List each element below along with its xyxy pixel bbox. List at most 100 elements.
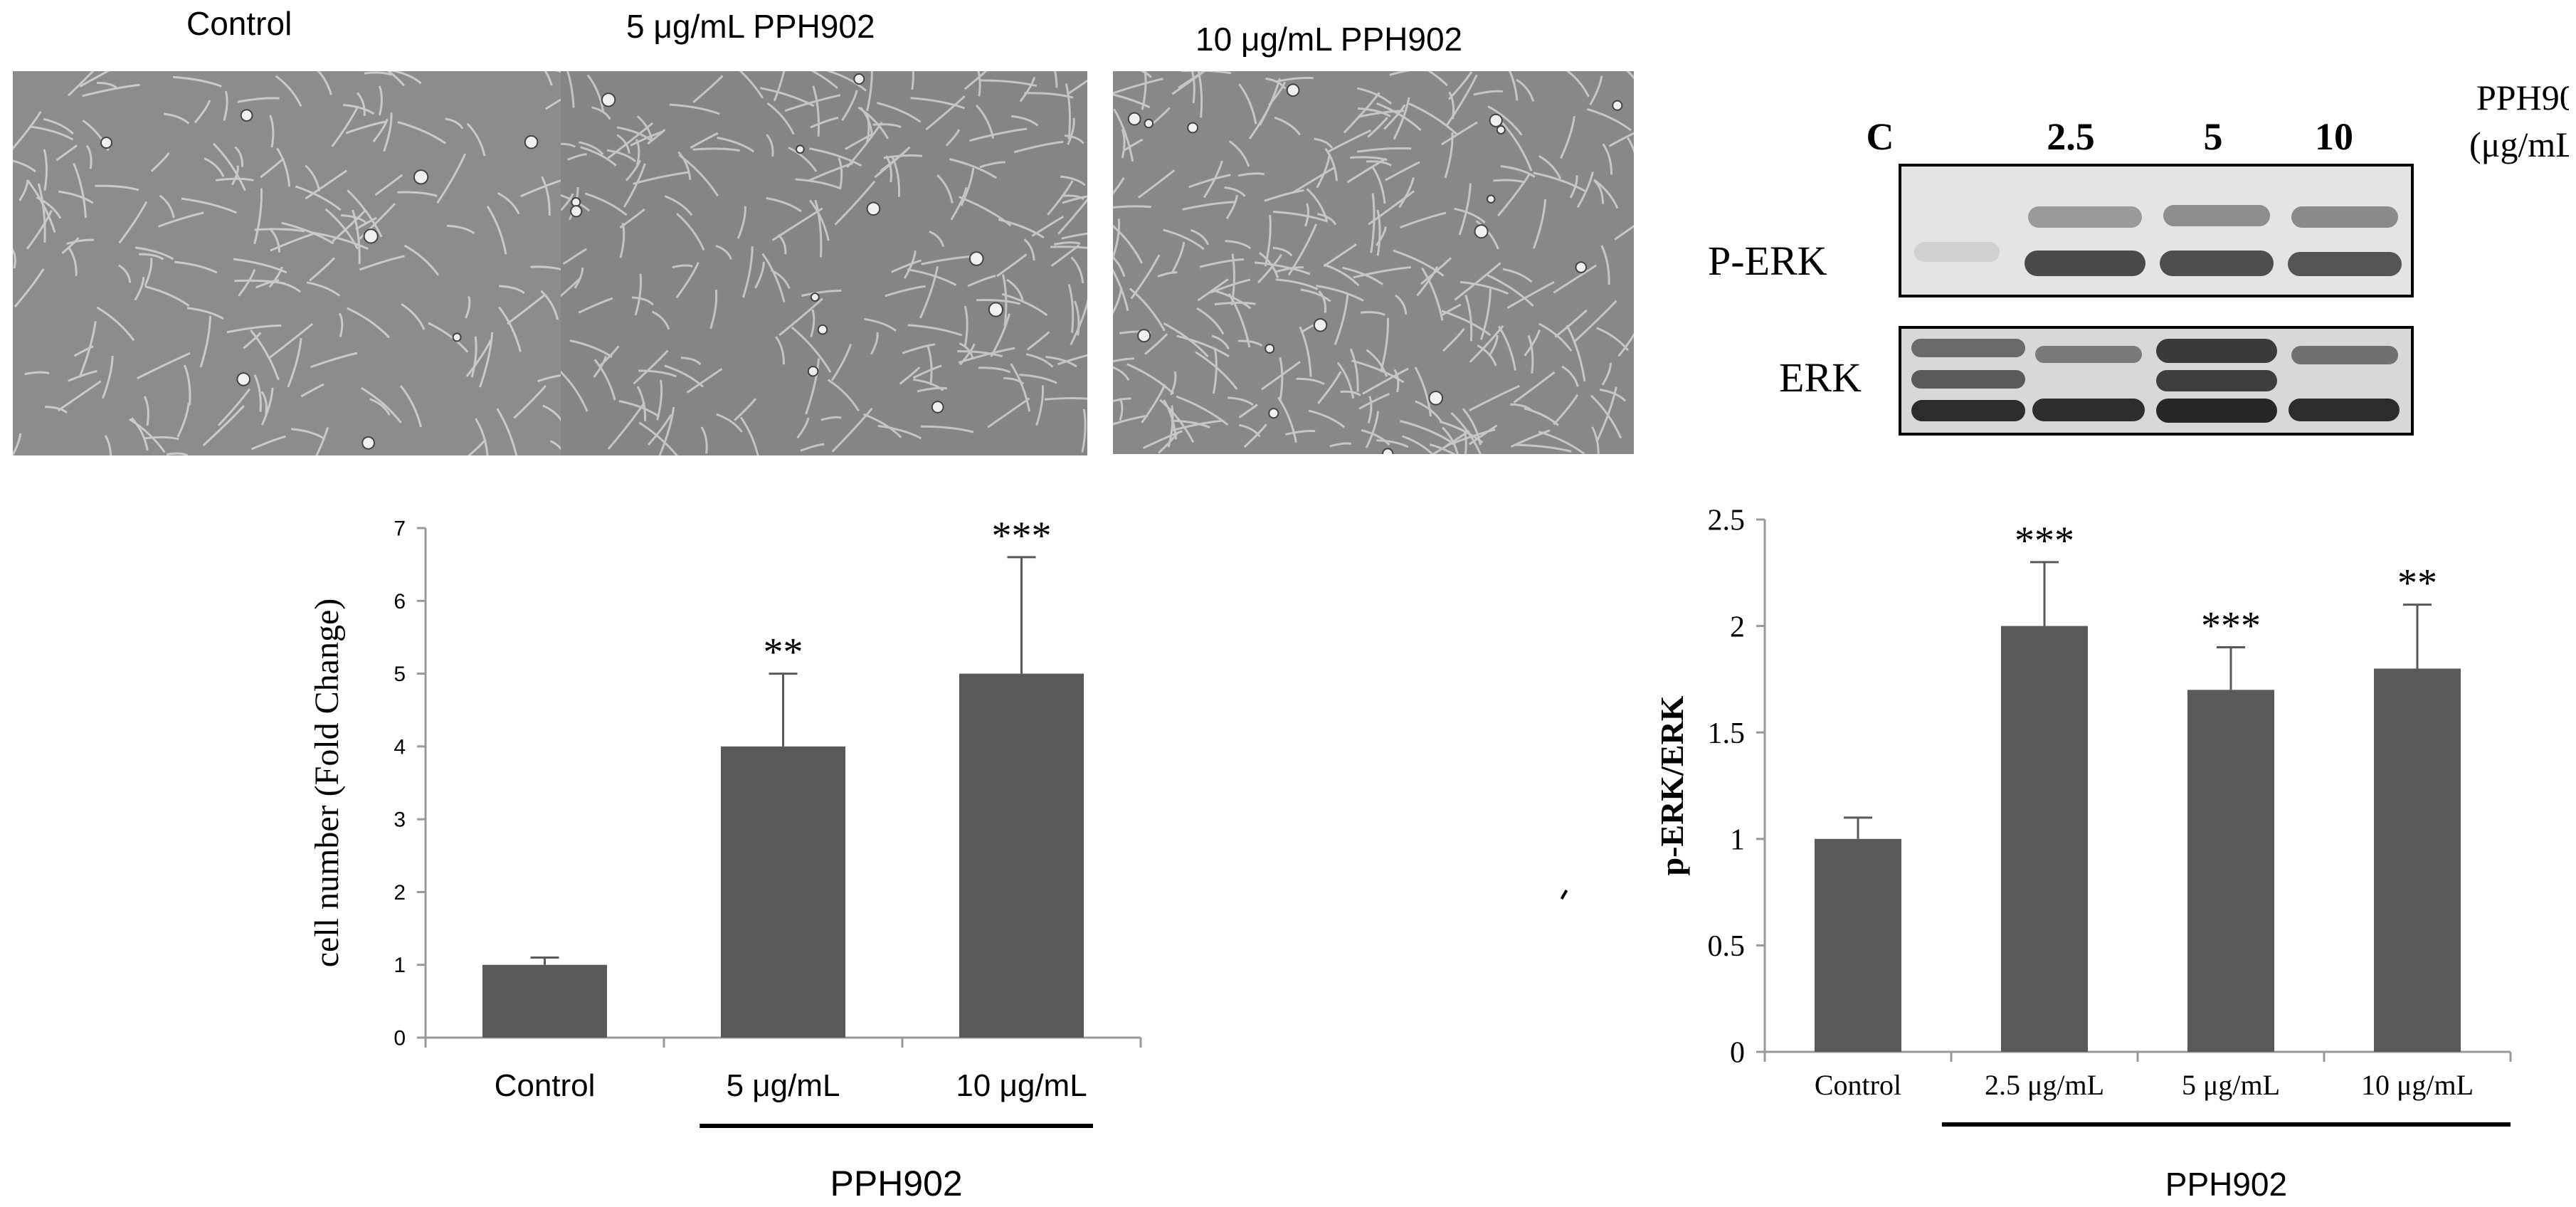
cell-shape: [1500, 165, 1536, 178]
cell-shape: [172, 75, 222, 88]
cell-shape: [1238, 83, 1257, 125]
cell-shape: [372, 118, 389, 143]
cell-shape: [1113, 218, 1121, 258]
cell-shape: [990, 313, 1010, 357]
cell-shape: [486, 206, 507, 255]
cell-shape: [1395, 294, 1408, 315]
cell-shape: [79, 71, 110, 88]
cell-shape: [1469, 384, 1520, 412]
cell-shape: [1445, 74, 1478, 127]
cell-shape: [1573, 300, 1617, 343]
cell-shape: [1602, 143, 1613, 175]
cell-shape: [134, 246, 174, 260]
cell-shape: [1199, 258, 1245, 268]
rounded-cell: [1496, 125, 1506, 135]
cell-shape: [863, 413, 902, 438]
cell-shape: [403, 244, 440, 276]
cell-shape: [166, 452, 189, 455]
cell-shape: [1057, 198, 1087, 235]
rounded-cell: [1612, 100, 1623, 111]
cell-shape: [1608, 132, 1634, 147]
cell-shape: [399, 384, 422, 428]
cell-shape: [174, 260, 218, 274]
cell-shape: [1389, 71, 1410, 76]
cell-shape: [1468, 424, 1498, 446]
cell-shape: [561, 370, 588, 412]
cell-shape: [1010, 363, 1031, 412]
rounded-cell: [363, 228, 379, 244]
cell-shape: [1349, 348, 1359, 392]
cell-shape: [814, 199, 823, 258]
bar: [1815, 838, 1901, 1052]
cell-shape: [1513, 371, 1556, 404]
cell-shape: [1464, 294, 1473, 342]
cell-shape: [347, 307, 391, 339]
cell-shape: [97, 81, 118, 90]
cell-shape: [1264, 214, 1272, 267]
cell-shape: [1614, 224, 1634, 241]
cell-shape: [1475, 220, 1499, 250]
cell-shape: [73, 345, 94, 357]
cell-shape: [144, 285, 190, 307]
cell-shape: [625, 159, 641, 181]
cell-shape: [734, 398, 757, 421]
cell-shape: [1538, 154, 1562, 179]
cell-shape: [342, 104, 375, 115]
cell-shape: [910, 97, 965, 110]
cell-shape: [926, 344, 933, 386]
cell-shape: [1502, 268, 1533, 283]
cell-shape: [1214, 301, 1256, 306]
blot-band-perk-10-lower: [2288, 252, 2402, 276]
cell-shape: [651, 310, 670, 330]
cell-shape: [95, 184, 139, 191]
cell-shape: [1066, 79, 1087, 95]
cell-shape: [1414, 367, 1432, 417]
cell-shape: [1287, 223, 1317, 276]
cell-shape: [1469, 325, 1504, 363]
cell-shape: [1356, 147, 1412, 153]
cell-shape: [465, 295, 471, 319]
cell-shape: [1159, 399, 1195, 443]
cell-shape: [1196, 307, 1225, 335]
cell-shape: [777, 233, 787, 255]
cell-shape: [118, 264, 132, 283]
cell-shape: [1383, 104, 1406, 130]
blot-band-erk-2-5-upper: [2035, 346, 2142, 363]
cell-shape: [1596, 386, 1617, 441]
cell-shape: [1019, 374, 1057, 384]
cell-shape: [281, 221, 334, 245]
cell-shape: [217, 388, 251, 426]
cell-shape: [1506, 280, 1555, 310]
cell-shape: [979, 161, 1005, 169]
rounded-cell: [100, 136, 113, 149]
cell-shape: [885, 285, 926, 297]
cell-shape: [237, 97, 280, 103]
blot-band-erk-c-lower: [1911, 400, 2025, 421]
cell-shape: [1400, 211, 1447, 229]
cell-shape: [1228, 140, 1250, 167]
cell-shape: [1398, 177, 1415, 209]
cell-shape: [795, 178, 842, 190]
cell-shape: [1013, 140, 1064, 154]
cell-shape: [860, 107, 873, 136]
cell-shape: [561, 193, 574, 211]
cell-shape: [607, 122, 654, 159]
cell-shape: [1176, 334, 1230, 358]
cell-shape: [1516, 78, 1535, 102]
significance-label: ***: [2015, 519, 2074, 563]
cell-shape: [877, 102, 922, 123]
blot-lane-label-control: C: [1867, 115, 1894, 158]
x-category-label: 5 μg/mL: [727, 1068, 840, 1103]
rounded-cell: [853, 73, 865, 85]
cell-shape: [1365, 411, 1380, 448]
cell-shape: [101, 356, 114, 399]
cell-shape: [912, 364, 942, 379]
cell-shape: [1237, 172, 1265, 177]
x-category-label: 10 μg/mL: [2361, 1069, 2474, 1101]
cell-shape: [607, 401, 646, 450]
cell-shape: [104, 435, 112, 455]
y-tick-label: 1: [394, 954, 406, 977]
cell-shape: [1560, 115, 1575, 159]
cell-shape: [24, 371, 50, 376]
